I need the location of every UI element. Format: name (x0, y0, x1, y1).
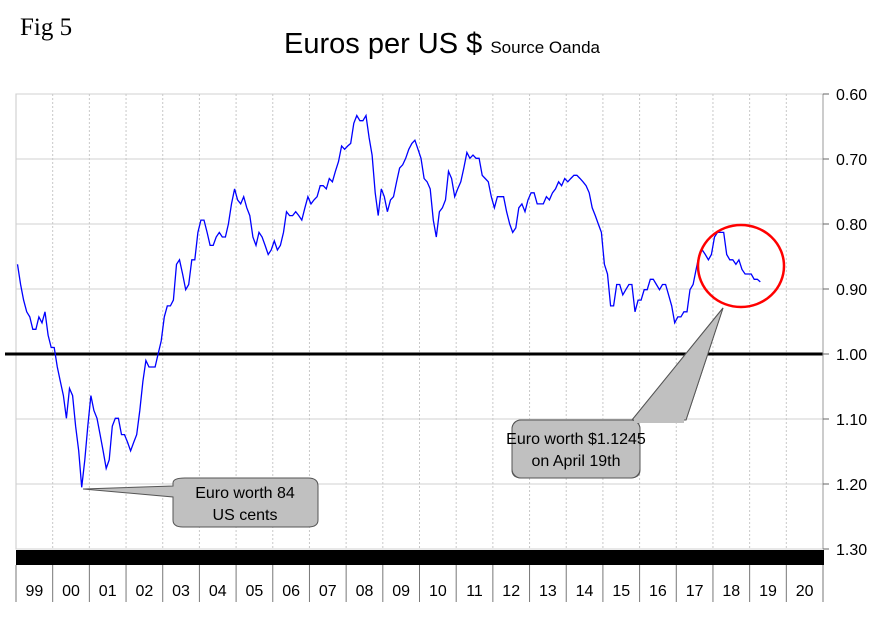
x-tick-label: 01 (99, 583, 117, 600)
x-tick-label: 13 (539, 583, 557, 600)
y-tick-label: 1.30 (836, 542, 867, 559)
callout-2: Euro worth $1.1245 on April 19th (506, 307, 724, 479)
x-tick-label: 04 (209, 583, 227, 600)
callout-1-line-1: Euro worth 84 (195, 485, 295, 502)
y-tick-label: 0.80 (836, 217, 867, 234)
callout-1: Euro worth 84 US cents (82, 477, 319, 528)
x-tick-label: 19 (759, 583, 777, 600)
x-tick-label: 10 (429, 583, 447, 600)
x-tick-label: 15 (612, 583, 630, 600)
chart-subtitle: Source Oanda (490, 38, 600, 57)
x-tick-label: 11 (466, 583, 483, 600)
x-tick-label: 12 (502, 583, 520, 600)
chart-title: Euros per US $ Source Oanda (0, 28, 884, 61)
x-tick-label: 06 (282, 583, 300, 600)
series-line (16, 113, 761, 488)
highlight-circle (696, 223, 786, 309)
y-tick-label: 1.10 (836, 412, 867, 429)
callout-2-line-2: on April 19th (532, 453, 621, 470)
x-tick-label: 14 (576, 583, 594, 600)
callout-1-shape (82, 477, 319, 528)
y-tick-label: 0.70 (836, 152, 867, 169)
x-axis: 99 00 01 02 03 04 05 06 07 08 09 10 11 12 13 14 15 16 17 18… (15, 565, 824, 602)
x-tick-label: 09 (392, 583, 410, 600)
x-tick-label: 20 (796, 583, 814, 600)
x-tick-label: 03 (172, 583, 190, 600)
callout-2-line-1: Euro worth $1.1245 (506, 431, 646, 448)
chart-title-text: Euros per US $ (284, 28, 483, 60)
y-tick-label: 1.20 (836, 477, 867, 494)
x-tick-label: 07 (319, 583, 337, 600)
y-tick-label: 0.60 (836, 87, 867, 104)
x-tick-label: 05 (246, 583, 264, 600)
x-tick-label: 00 (62, 583, 80, 600)
x-tick-label: 99 (25, 583, 43, 600)
callout-1-line-2: US cents (213, 507, 278, 524)
x-tick-label: 02 (135, 583, 153, 600)
x-tick-label: 16 (649, 583, 667, 600)
y-axis: 0.60 0.70 0.80 0.90 1.00 1.10 1.20 1.30 (822, 87, 867, 559)
x-tick-label: 17 (686, 583, 704, 600)
x-tick-label: 08 (356, 583, 374, 600)
grid (15, 93, 824, 550)
y-tick-label: 0.90 (836, 282, 867, 299)
x-axis-bar (16, 550, 824, 565)
y-tick-label: 1.00 (836, 347, 867, 364)
figure-label: Fig 5 (20, 14, 73, 41)
x-tick-label: 18 (722, 583, 740, 600)
